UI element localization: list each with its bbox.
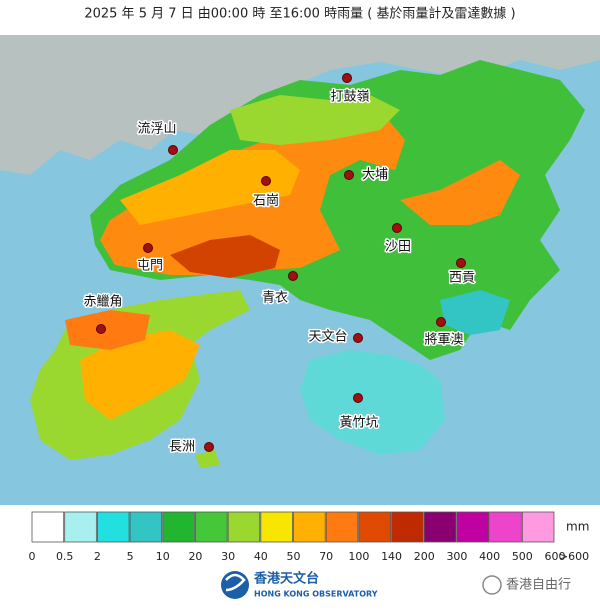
place-dot: [344, 170, 354, 180]
legend: mm 0 0.5 2 5 10 20 30 40 50 70 100 140 200 300 400 500 6…: [29, 511, 589, 563]
legend-swatch: [423, 511, 457, 543]
legend-swatch: [325, 511, 359, 543]
legend-swatch: [31, 511, 65, 543]
legend-label: 10: [156, 550, 170, 563]
legend-swatch: [521, 511, 555, 543]
place-name: 青衣: [262, 290, 288, 306]
place-dot: [436, 317, 446, 327]
place-dot: [204, 442, 214, 452]
legend-swatch: [129, 511, 163, 543]
place-name: 流浮山: [137, 122, 176, 137]
legend-swatch: [391, 511, 424, 543]
place-name: 大埔: [362, 168, 388, 183]
legend-label: 100: [348, 550, 369, 563]
legend-label: 20: [188, 550, 202, 563]
legend-label: >600: [559, 550, 589, 563]
watermark-text: 香港自由行: [506, 578, 571, 593]
place-labels: 打鼓嶺 流浮山 大埔 石崗 屯門 沙田 西貢 赤鱲角 青衣 天文台 將軍澳 黃竹…: [82, 73, 477, 456]
legend-label: 70: [319, 550, 333, 563]
legend-label: 140: [381, 550, 402, 563]
place-name: 天文台: [308, 330, 347, 345]
legend-label: 5: [127, 550, 134, 563]
map: [0, 35, 600, 505]
place-name: 赤鱲角: [83, 295, 122, 310]
legend-swatch: [64, 511, 97, 543]
legend-label: 200: [414, 550, 435, 563]
legend-label: 300: [446, 550, 467, 563]
place-name: 石崗: [253, 194, 279, 209]
place-dot: [288, 271, 298, 281]
place-name: 西貢: [449, 271, 475, 286]
legend-swatch: [162, 511, 195, 543]
title: 2025 年 5 月 7 日 由00:00 時 至16:00 時雨量 ( 基於雨…: [84, 6, 515, 22]
legend-swatch: [260, 511, 293, 543]
place-dot: [96, 324, 106, 334]
place-name: 黃竹坑: [339, 416, 378, 431]
legend-label: 30: [221, 550, 235, 563]
place-dot: [392, 223, 402, 233]
place-dot: [168, 145, 178, 155]
legend-label: 500: [512, 550, 533, 563]
place-dot: [143, 243, 153, 253]
place-name: 將軍澳: [424, 332, 463, 348]
place-dot: [342, 73, 352, 83]
legend-label: 0: [29, 550, 36, 563]
legend-label: 0.5: [56, 550, 74, 563]
legend-swatch: [195, 511, 228, 543]
place-name: 沙田: [385, 240, 411, 255]
logo-en: HONG KONG OBSERVATORY: [254, 590, 378, 599]
place-dot: [456, 258, 466, 268]
legend-swatch: [227, 511, 261, 543]
legend-swatch: [489, 511, 522, 543]
place-name: 打鼓嶺: [330, 90, 369, 105]
logo-zh: 香港天文台: [253, 571, 319, 587]
place-dot: [353, 333, 363, 343]
watermark: 香港自由行: [482, 575, 571, 595]
legend-swatch: [96, 511, 130, 543]
legend-label: 600: [545, 550, 566, 563]
place-name: 長洲: [169, 440, 195, 455]
legend-label: 50: [287, 550, 301, 563]
place-name: 屯門: [137, 259, 163, 274]
place-dot: [261, 176, 271, 186]
legend-swatch: [358, 511, 391, 543]
legend-unit: mm: [566, 520, 589, 534]
legend-label: 40: [254, 550, 268, 563]
legend-label: 2: [94, 550, 101, 563]
legend-swatch: [456, 511, 490, 543]
legend-label: 400: [479, 550, 500, 563]
logo: 香港天文台 HONG KONG OBSERVATORY: [221, 571, 378, 599]
place-dot: [353, 393, 363, 403]
legend-swatch: [293, 511, 326, 543]
